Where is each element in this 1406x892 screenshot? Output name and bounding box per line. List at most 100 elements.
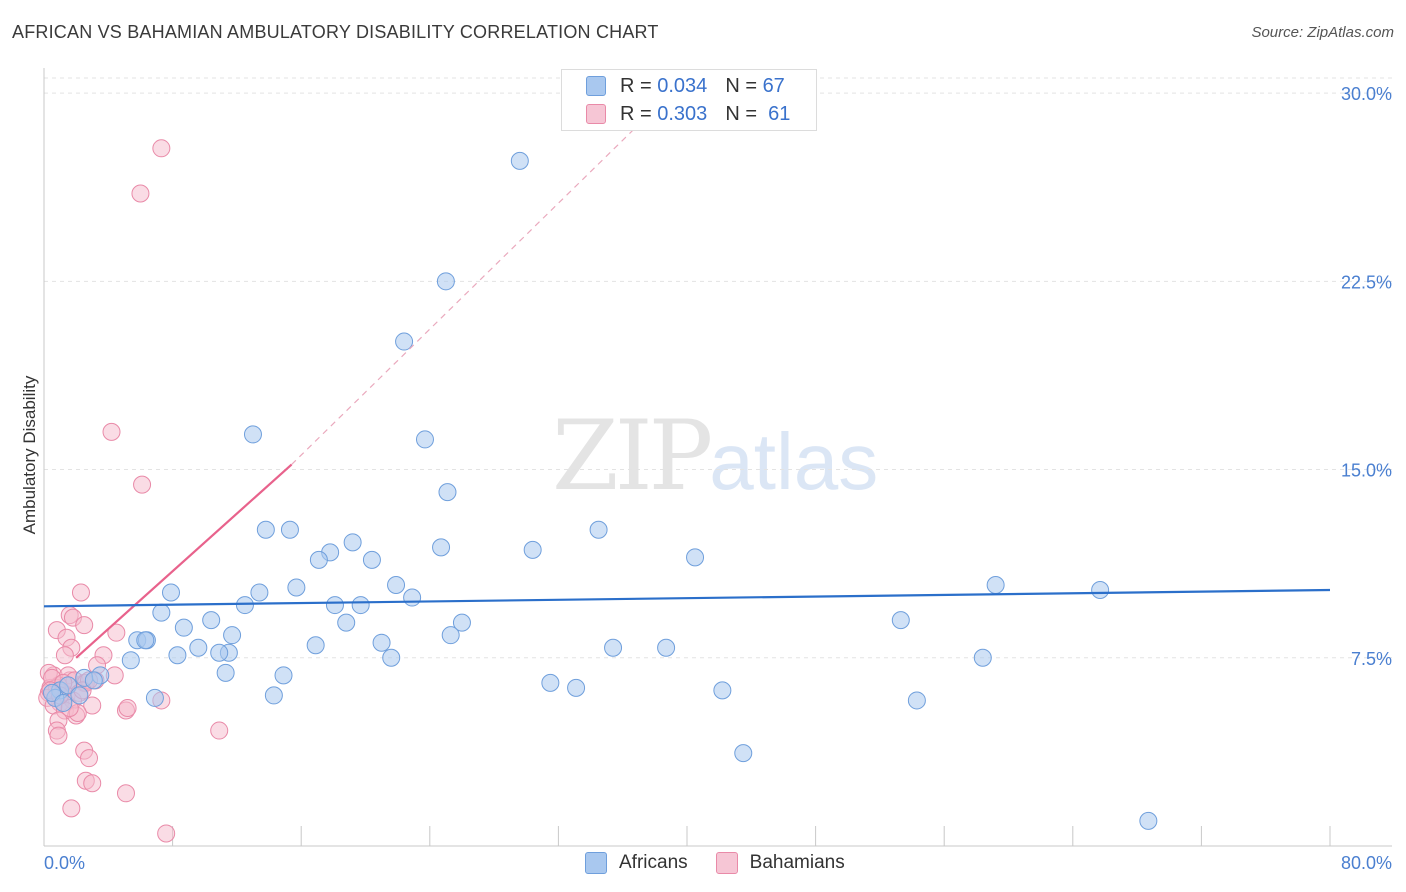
africans-legend-label: Africans [619,852,688,873]
africans-point [589,520,608,539]
africans-point [343,533,362,552]
bahamians-point [107,623,126,642]
africans-point [362,550,381,569]
y-tick-label: 15.0% [1341,461,1392,481]
legend-item-bahamians: Bahamians [715,852,845,874]
africans-point [395,332,414,351]
bahamians-point [71,583,90,602]
x-tick-label-max: 80.0% [1341,853,1392,873]
bahamians-point [62,799,81,818]
africans-n-value: 67 [762,74,785,97]
correlation-legend: R = 0.034 N = 67 R = 0.303 N = 61 [561,69,817,131]
grid-lines [44,77,1392,659]
africans-point [432,538,451,557]
africans-point [43,683,62,702]
africans-point [152,603,171,622]
africans-point [54,693,73,712]
africans-point [734,744,753,763]
africans-point [287,578,306,597]
africans-point [174,618,193,637]
africans-r-label: R = [620,74,652,97]
africans-point [351,596,370,615]
bahamians-point [49,726,68,745]
africans-point [441,626,460,645]
africans-point [136,631,155,650]
legend-row-bahamians: R = 0.303 N = 61 [586,102,790,126]
africans-swatch [586,76,606,96]
africans-r-value: 0.034 [657,74,708,97]
africans-point [337,613,356,632]
africans-point [168,646,187,665]
africans-point [541,673,560,692]
bahamians-swatch [586,104,606,124]
africans-point [657,638,676,657]
bahamians-n-label: N = [725,102,757,125]
africans-point [436,272,455,291]
bahamians-point [75,616,94,635]
chart-title: AFRICAN VS BAHAMIAN AMBULATORY DISABILIT… [12,22,659,42]
africans-point [686,548,705,567]
bahamians-point [157,824,176,843]
legend-row-africans: R = 0.034 N = 67 [586,74,785,98]
africans-point [216,663,235,682]
bahamians-point [152,139,171,158]
trend-lines [43,117,1331,659]
bahamians-point [210,721,229,740]
watermark-zip: ZIP [552,400,713,512]
africans-point [161,583,180,602]
y-tick-label: 22.5% [1341,272,1392,292]
africans-point [223,626,242,645]
axis-labels: 7.5% 15.0% 22.5% 30.0% 0.0% 80.0% Ambulatory D… [20,84,1392,873]
africans-point [604,638,623,657]
africans-point [306,636,325,655]
bahamians-point [80,749,99,768]
africans-point [891,611,910,630]
africans-point [84,671,103,690]
x-tick-label-min: 0.0% [44,853,85,873]
africans-point [250,583,269,602]
africans-n-label: N = [725,74,757,97]
africans-trend-line [43,588,1331,608]
bahamians-point [102,422,121,441]
y-tick-label: 30.0% [1341,84,1392,104]
bahamians-point [116,784,135,803]
legend-item-africans: Africans [585,852,688,874]
africans-legend-swatch [585,852,607,874]
bahamians-trend-line [75,463,293,659]
africans-point [189,638,208,657]
bahamians-points [38,139,229,843]
africans-point [70,686,89,705]
africans-point [274,666,293,685]
africans-point [121,651,140,670]
africans-point [567,678,586,697]
africans-point [387,575,406,594]
africans-point [309,550,328,569]
watermark-atlas: atlas [709,417,879,506]
africans-point [403,588,422,607]
africans-point [280,520,299,539]
africans-point [1139,811,1158,830]
africans-point [452,613,471,632]
africans-point [973,648,992,667]
bahamians-point [133,475,152,494]
africans-point [907,691,926,710]
africans-point [713,681,732,700]
africans-point [438,483,457,502]
bahamians-legend-label: Bahamians [749,852,845,873]
africans-point [415,430,434,449]
africans-point [202,611,221,630]
bahamians-point [55,646,74,665]
bahamians-n-value: 61 [768,102,791,125]
africans-point [243,425,262,444]
africans-point [145,688,164,707]
y-tick-label: 7.5% [1351,649,1392,669]
bahamians-point [131,184,150,203]
africans-point [382,648,401,667]
africans-point [210,643,229,662]
africans-point [523,540,542,559]
africans-point [325,596,344,615]
bahamians-point [83,774,102,793]
bahamians-point [83,696,102,715]
watermark: ZIPatlas [552,400,878,512]
